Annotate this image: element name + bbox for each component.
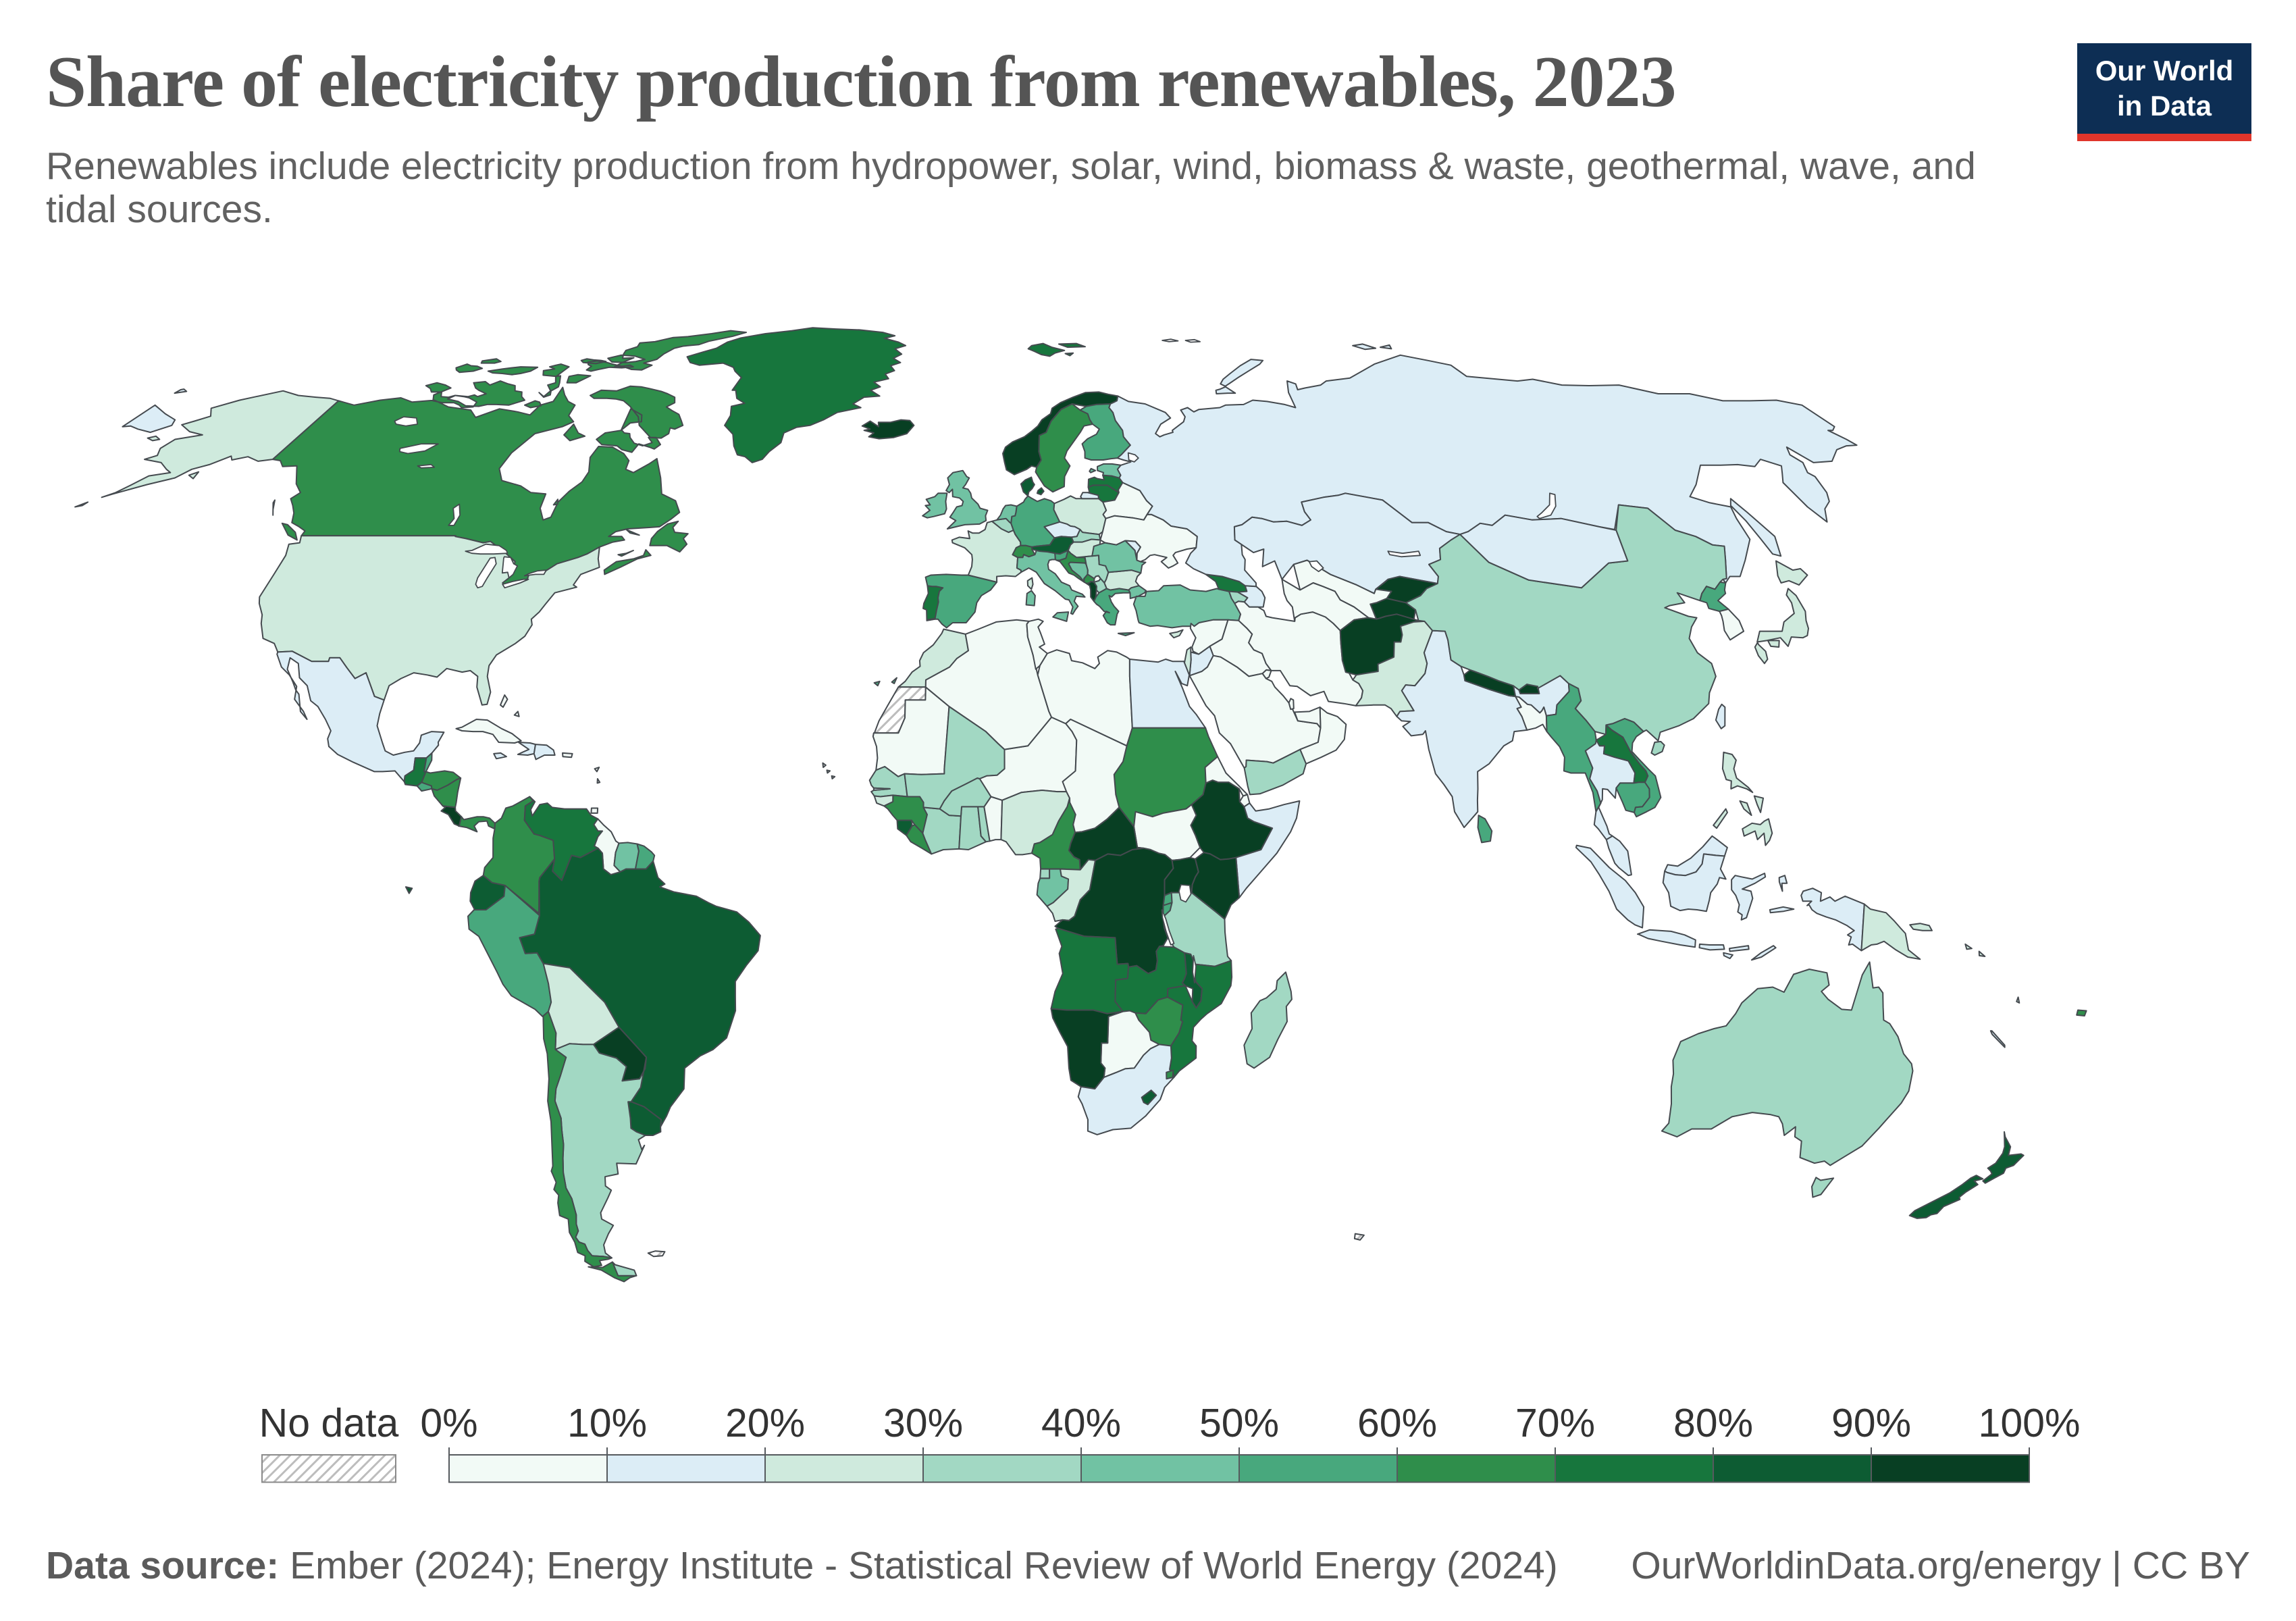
svg-text:60%: 60% xyxy=(1357,1401,1437,1445)
svg-text:20%: 20% xyxy=(725,1401,805,1445)
svg-text:40%: 40% xyxy=(1041,1401,1121,1445)
svg-text:90%: 90% xyxy=(1831,1401,1911,1445)
svg-text:100%: 100% xyxy=(1979,1401,2081,1445)
svg-text:80%: 80% xyxy=(1673,1401,1753,1445)
svg-text:30%: 30% xyxy=(883,1401,963,1445)
svg-text:0%: 0% xyxy=(420,1401,477,1445)
svg-text:50%: 50% xyxy=(1199,1401,1279,1445)
svg-text:10%: 10% xyxy=(567,1401,647,1445)
svg-text:70%: 70% xyxy=(1515,1401,1595,1445)
svg-text:No data: No data xyxy=(259,1401,399,1445)
